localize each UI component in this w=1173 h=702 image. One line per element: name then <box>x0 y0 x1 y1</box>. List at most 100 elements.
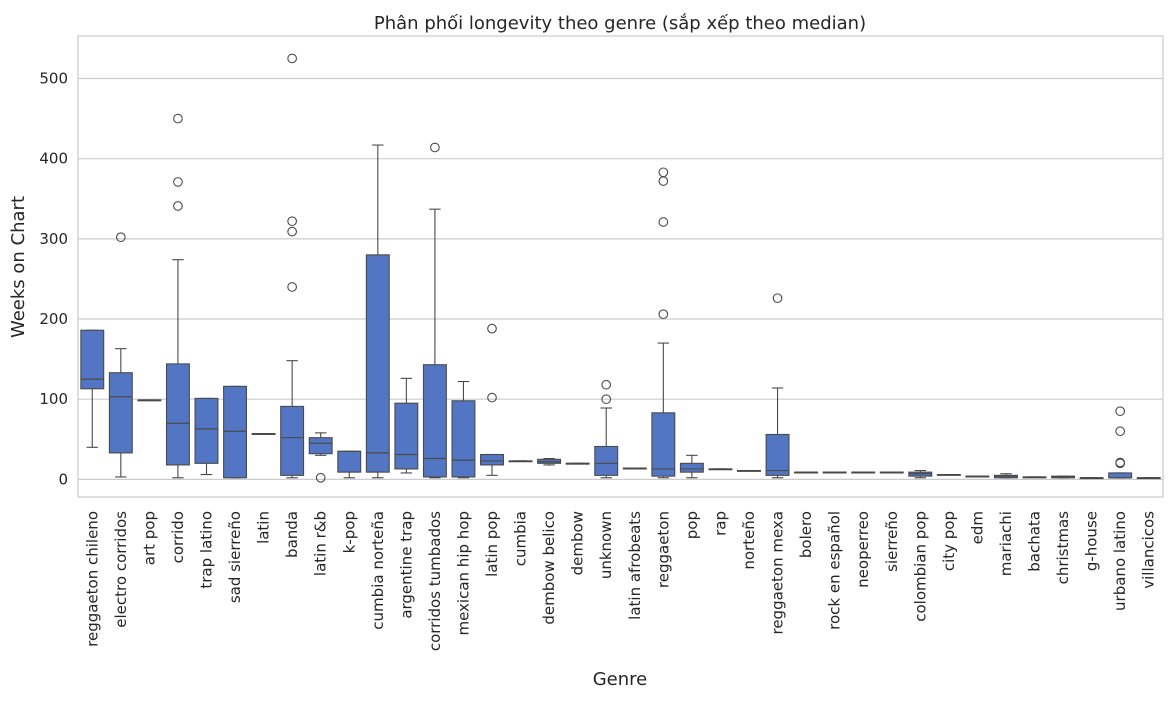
y-tick-label: 500 <box>39 69 68 87</box>
x-tick-label: urbano latino <box>1111 511 1129 611</box>
box-25 <box>794 471 819 474</box>
outlier-point <box>173 113 183 124</box>
box-34 <box>1051 475 1076 479</box>
x-tick-label: trap latino <box>197 511 215 589</box>
x-tick-label: rock en español <box>826 511 844 630</box>
x-tick-label: art pop <box>140 511 158 565</box>
y-tick-label: 100 <box>39 390 68 408</box>
outlier-point <box>658 167 669 178</box>
box-iqr <box>337 450 362 473</box>
box-12 <box>422 142 447 479</box>
box-11 <box>394 377 419 474</box>
x-tick-label: norteño <box>740 511 758 570</box>
outlier-point <box>287 282 297 292</box>
box-7 <box>280 53 305 479</box>
x-tick-label: mariachi <box>997 511 1015 576</box>
x-tick-label: reggaeton mexa <box>769 511 787 635</box>
x-tick-label: sierreño <box>883 511 901 572</box>
box-9 <box>337 450 362 479</box>
x-tick-label: k-pop <box>340 511 358 553</box>
outlier-point <box>287 226 297 237</box>
y-axis-title: Weeks on Chart <box>8 196 29 338</box>
outlier-point <box>658 176 669 186</box>
chart-title: Phân phối longevity theo genre (sắp xếp … <box>374 13 866 34</box>
x-tick-label: dembow belico <box>540 511 558 625</box>
box-3 <box>165 113 190 479</box>
y-tick-label: 300 <box>39 230 68 248</box>
box-23 <box>737 469 761 472</box>
outlier-point <box>1115 426 1126 437</box>
box-21 <box>679 454 704 479</box>
y-tick-label: 200 <box>39 310 68 328</box>
box-iqr <box>480 453 504 466</box>
box-iqr <box>280 405 305 476</box>
x-tick-label: mexican hip hop <box>454 511 472 636</box>
x-tick-label: g-house <box>1083 511 1101 571</box>
box-iqr <box>1108 472 1133 479</box>
outlier-point <box>287 216 297 227</box>
box-iqr <box>308 437 333 455</box>
outlier-point <box>315 472 326 483</box>
outlier-point <box>601 379 612 390</box>
box-18 <box>594 379 619 479</box>
box-iqr <box>194 397 219 464</box>
box-iqr <box>108 372 133 454</box>
x-tick-label: bolero <box>797 511 815 558</box>
x-tick-label: reggaeton <box>654 511 672 588</box>
outlier-point <box>487 392 497 403</box>
x-tick-label: rap <box>711 511 729 536</box>
box-iqr <box>594 445 619 476</box>
x-tick-label: city pop <box>940 511 958 571</box>
box-28 <box>879 471 904 474</box>
x-tick-label: electro corridos <box>112 511 130 628</box>
x-tick-label: cumbia <box>512 511 530 566</box>
x-tick-label: colombian pop <box>911 511 929 622</box>
x-tick-label: cumbia norteña <box>369 511 387 630</box>
box-6 <box>251 433 276 436</box>
x-tick-label: corridos tumbados <box>426 511 444 651</box>
x-tick-label: banda <box>283 511 301 558</box>
x-tick-label: latin <box>255 511 273 544</box>
x-tick-label: sad sierreño <box>226 511 244 603</box>
x-tick-label: pop <box>683 511 701 539</box>
box-33 <box>1022 476 1047 479</box>
x-axis-ticks: reggaeton chileno electro corridos art pop… <box>83 511 1157 651</box>
outlier-point <box>430 142 440 153</box>
box-iqr <box>451 400 476 478</box>
x-tick-label: unknown <box>597 511 615 579</box>
outlier-point <box>658 217 669 227</box>
outlier-point <box>1115 457 1126 468</box>
box-24 <box>765 293 790 479</box>
y-tick-label: 400 <box>39 150 68 168</box>
x-tick-label: latin afrobeats <box>626 511 644 620</box>
box-8 <box>308 432 333 483</box>
x-axis-title: Genre <box>593 669 648 690</box>
box-15 <box>508 460 533 463</box>
plot-frame <box>77 35 1164 498</box>
y-tick-label: 0 <box>58 470 68 488</box>
box-1 <box>108 232 133 478</box>
outlier-point <box>115 232 126 243</box>
box-5 <box>223 385 248 479</box>
outlier-point <box>173 177 183 187</box>
outlier-point <box>772 293 783 304</box>
box-iqr <box>679 462 704 473</box>
box-17 <box>565 462 590 465</box>
box-36 <box>1108 406 1133 479</box>
outlier-point <box>287 53 297 64</box>
box-iqr <box>651 412 676 477</box>
y-axis-ticks: 0 100 200 300 400 500 <box>39 69 68 488</box>
grid-layer <box>78 77 1163 480</box>
box-iqr <box>394 402 419 470</box>
outlier-point <box>173 201 183 211</box>
box-20 <box>651 167 676 479</box>
outlier-point <box>601 394 612 405</box>
box-22 <box>708 468 733 471</box>
box-14 <box>480 323 504 476</box>
outlier-point <box>1115 406 1126 417</box>
x-tick-label: argentine trap <box>397 511 415 619</box>
outlier-point <box>658 309 669 320</box>
box-iqr <box>80 329 105 390</box>
